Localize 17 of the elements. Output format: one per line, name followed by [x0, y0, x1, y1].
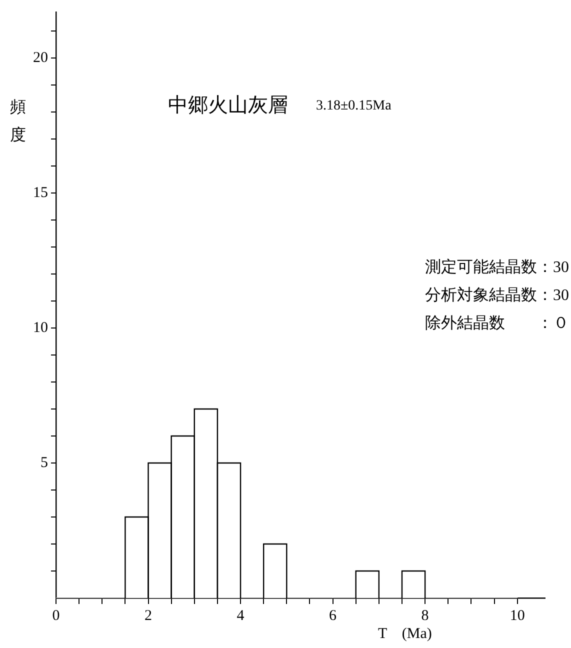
y-axis-title: 頻度 [10, 99, 26, 144]
x-tick-label: 4 [236, 608, 245, 624]
x-tick-label: 6 [329, 608, 338, 624]
text: 3.18±0.15Ma [316, 98, 392, 114]
x-tick-label: 10 [510, 608, 525, 624]
text: 中郷火山灰層 [168, 94, 288, 116]
y-tick-label: 5 [40, 454, 48, 471]
x-axis-title: T (Ma) [378, 626, 432, 642]
x-tick-label: 8 [421, 608, 429, 624]
annotation: 測定可能結晶数：30 [425, 258, 569, 276]
y-tick-label: 10 [33, 320, 48, 336]
y-tick-label: 15 [33, 184, 48, 201]
annotation: 除外結晶数 ：０ [425, 315, 569, 332]
annotation: 分析対象結晶数：30 [425, 286, 569, 304]
x-tick-label: 2 [144, 608, 152, 624]
y-tick-label: 20 [33, 50, 48, 66]
x-tick-label: 0 [52, 608, 60, 624]
